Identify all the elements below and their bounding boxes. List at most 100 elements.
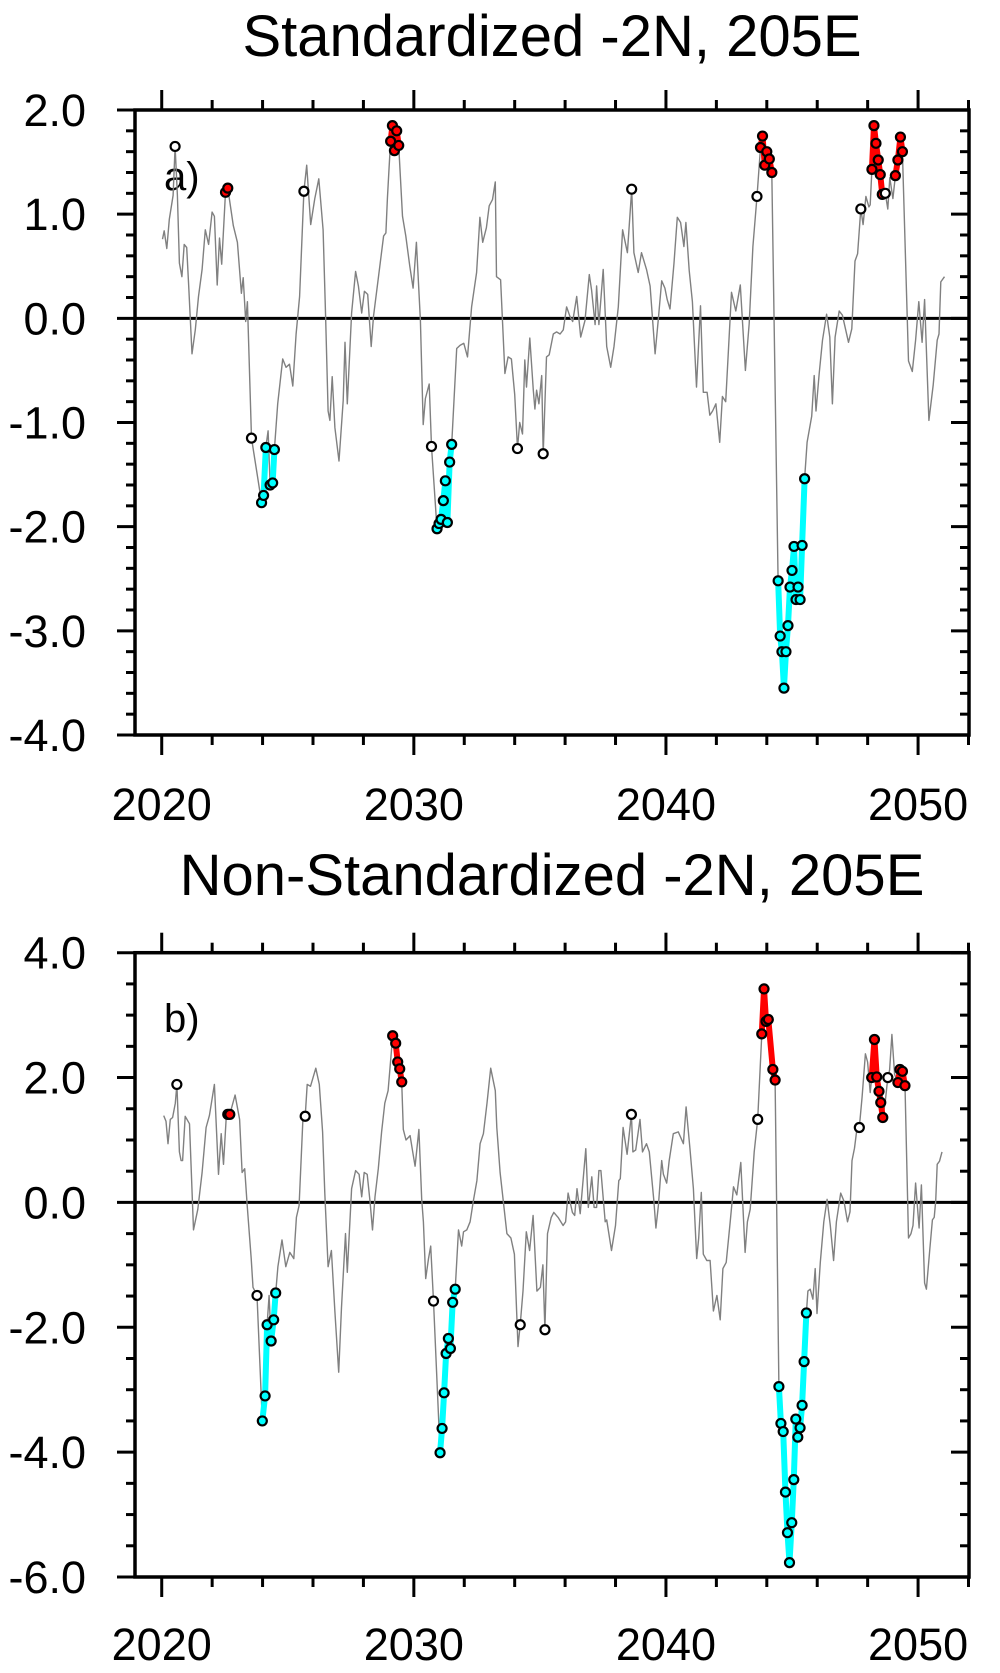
positive-extreme-marker: [762, 1013, 774, 1026]
negative-extreme-marker: [790, 1413, 802, 1425]
y-tick-label: -1.0: [8, 398, 86, 449]
negative-extreme-marker: [798, 1356, 810, 1368]
positive-extreme-marker: [894, 131, 907, 143]
negative-extreme-marker: [437, 495, 449, 507]
y-tick-label: 4.0: [23, 928, 86, 979]
negative-extreme-segment: [439, 1389, 448, 1432]
open-circle-marker: [245, 432, 258, 444]
negative-extreme-segment: [775, 577, 784, 640]
negative-extreme-marker: [444, 1342, 456, 1355]
negative-extreme-marker: [270, 1287, 282, 1299]
y-tick-label: 0.0: [23, 1177, 86, 1228]
series-line: [163, 988, 943, 1564]
negative-extreme-marker: [788, 1474, 800, 1486]
panel-a-title: Standardized -2N, 205E: [242, 4, 861, 69]
negative-extreme-marker: [267, 477, 279, 489]
open-circle-marker: [751, 190, 763, 203]
negative-extreme-marker: [792, 1431, 804, 1443]
open-circle-marker: [511, 442, 524, 455]
negative-extreme-marker: [783, 1557, 796, 1569]
x-tick-label: 2030: [364, 779, 464, 830]
y-tick-label: -2.0: [8, 502, 86, 553]
open-circle-marker: [879, 187, 891, 199]
panel-b-plot: b) 2020 2030 2040 2050 -6.0 -4.0 -2.0 0.0 2.0 4.0: [8, 928, 971, 1670]
negative-extreme-marker: [772, 575, 784, 587]
positive-extreme-marker: [874, 168, 886, 181]
open-circle-marker: [537, 448, 549, 460]
open-circle-marker: [625, 1108, 638, 1120]
open-circle-marker: [626, 183, 638, 195]
negative-extreme-marker: [444, 456, 456, 468]
negative-extreme-marker: [259, 1390, 271, 1402]
negative-extreme-marker: [774, 630, 786, 642]
x-tick-label: 2040: [616, 779, 716, 830]
positive-extreme-marker: [769, 1074, 781, 1086]
positive-extreme-marker: [877, 1111, 889, 1124]
negative-extreme-marker: [794, 593, 806, 606]
positive-extreme-segment: [871, 1036, 880, 1080]
positive-extreme-marker: [871, 1071, 883, 1083]
open-circle-marker: [853, 1121, 865, 1134]
positive-extreme-marker: [394, 1063, 406, 1075]
positive-extreme-marker: [224, 1108, 236, 1120]
x-tick-label: 2050: [868, 779, 968, 830]
open-circle-marker: [425, 440, 438, 453]
negative-extreme-segment: [260, 444, 269, 499]
open-circle-marker: [752, 1113, 764, 1125]
positive-extreme-marker: [222, 182, 234, 194]
positive-extreme-marker: [875, 1096, 887, 1109]
positive-extreme-marker: [393, 139, 405, 152]
negative-extreme-segment: [441, 1350, 450, 1396]
negative-extreme-segment: [262, 1321, 271, 1399]
negative-extreme-marker: [436, 1422, 448, 1435]
y-tick-label: -4.0: [8, 710, 86, 761]
y-tick-label: 2.0: [23, 1053, 86, 1104]
negative-extreme-marker: [786, 1517, 798, 1529]
negative-extreme-marker: [438, 1387, 450, 1399]
negative-extreme-marker: [786, 564, 798, 577]
negative-extreme-marker: [796, 1399, 808, 1411]
positive-extreme-marker: [763, 153, 775, 165]
y-tick-label: -6.0: [8, 1552, 86, 1603]
positive-extreme-marker: [396, 1076, 408, 1088]
negative-extreme-marker: [439, 475, 451, 487]
open-circle-marker: [427, 1295, 440, 1307]
negative-extreme-marker: [799, 473, 811, 485]
negative-extreme-marker: [441, 516, 453, 529]
negative-extreme-marker: [796, 539, 808, 552]
negative-extreme-marker: [777, 1425, 789, 1438]
plot-frame: [133, 950, 971, 1579]
y-tick-label: -2.0: [8, 1302, 86, 1353]
panel-label: a): [164, 155, 200, 199]
panel-label: b): [164, 997, 200, 1041]
x-tick-label: 2020: [112, 779, 212, 830]
open-circle-marker: [855, 203, 867, 215]
positive-extreme-marker: [756, 130, 769, 142]
positive-extreme-marker: [896, 146, 909, 158]
negative-extreme-marker: [792, 581, 804, 593]
positive-extreme-marker: [868, 1033, 881, 1046]
positive-extreme-marker: [899, 1080, 911, 1092]
positive-extreme-marker: [866, 163, 878, 175]
negative-extreme-segment: [801, 1309, 810, 1365]
negative-extreme-segment: [799, 475, 808, 549]
negative-extreme-segment: [784, 584, 793, 629]
y-tick-label: 1.0: [23, 189, 86, 240]
positive-extreme-marker: [758, 983, 770, 995]
negative-extreme-marker: [449, 1283, 461, 1295]
open-circle-marker: [299, 1110, 311, 1122]
negative-extreme-marker: [257, 489, 270, 502]
open-circle-marker: [169, 140, 181, 153]
positive-extreme-segment: [765, 1016, 776, 1073]
negative-extreme-marker: [434, 1447, 446, 1459]
positive-extreme-marker: [872, 154, 884, 166]
open-circle-marker: [882, 1071, 894, 1084]
negative-extreme-segment: [444, 459, 453, 526]
open-circle-marker: [514, 1319, 526, 1331]
negative-extreme-marker: [256, 1415, 268, 1427]
y-tick-label: 2.0: [23, 85, 86, 136]
negative-extreme-marker: [447, 1296, 459, 1308]
open-circle-marker: [251, 1289, 263, 1302]
positive-extreme-marker: [889, 170, 901, 182]
